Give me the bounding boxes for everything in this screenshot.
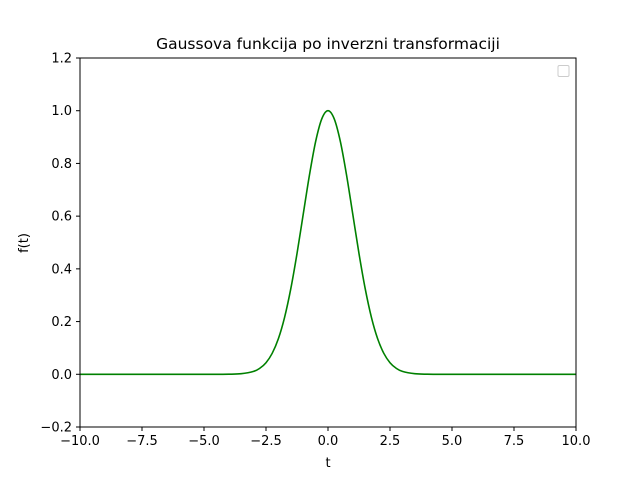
x-axis-label: t xyxy=(325,456,330,471)
y-tick-label: 1.2 xyxy=(51,52,72,67)
x-tick-label: 7.5 xyxy=(504,434,525,449)
y-tick-label: 1.0 xyxy=(51,104,72,119)
x-tick-label: 2.5 xyxy=(380,434,401,449)
y-tick-label: −0.2 xyxy=(40,421,72,436)
series-line-0 xyxy=(80,109,576,376)
x-tick-label: −5.0 xyxy=(188,434,220,449)
chart-title: Gaussova funkcija po inverzni transforma… xyxy=(156,35,500,53)
y-axis-label: f(t) xyxy=(17,233,32,253)
x-tick-label: −7.5 xyxy=(126,434,158,449)
y-tick-label: 0.8 xyxy=(51,157,72,172)
legend-box xyxy=(557,65,570,77)
x-tick-label: −2.5 xyxy=(250,434,282,449)
plot-frame xyxy=(79,57,577,428)
x-tick-label: 10.0 xyxy=(562,434,591,449)
y-tick-label: 0.6 xyxy=(51,210,72,225)
x-tick-label: 5.0 xyxy=(442,434,463,449)
x-axis: −10.0 −7.5 −5.0 −2.5 0.0 2.5 5.0 7.5 10.0 xyxy=(60,427,590,449)
plot-area xyxy=(80,109,576,376)
y-tick-label: 0.4 xyxy=(51,262,72,277)
x-tick-label: −10.0 xyxy=(60,434,100,449)
y-tick-label: 0.2 xyxy=(51,315,72,330)
y-tick-label: 0.0 xyxy=(51,368,72,383)
y-axis: −0.2 0.0 0.2 0.4 0.6 0.8 1.0 1.2 xyxy=(40,52,80,436)
x-tick-label: 0.0 xyxy=(318,434,339,449)
